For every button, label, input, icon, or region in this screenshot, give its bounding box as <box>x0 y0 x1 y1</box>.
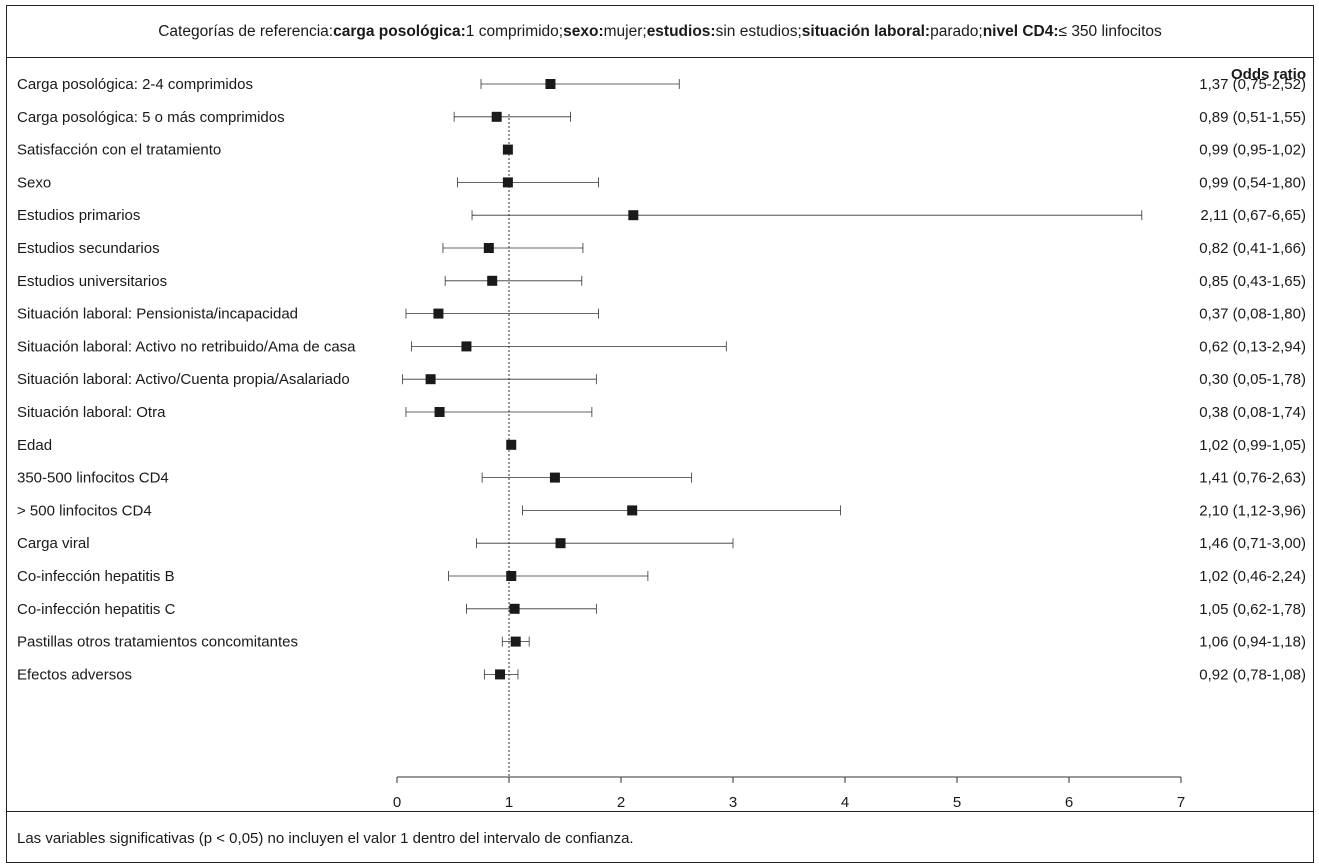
row-label: Situación laboral: Activo no retribuido/… <box>17 338 356 355</box>
row-label: Carga posológica: 2-4 comprimidos <box>17 76 253 93</box>
point-estimate <box>555 538 566 549</box>
point-estimate <box>506 571 517 581</box>
reference-categories-header: Categorías de referencia: carga posológi… <box>7 6 1313 58</box>
x-tick-label: 4 <box>841 794 849 811</box>
row-label: Estudios universitarios <box>17 273 167 290</box>
odds-ratio-column-header: Odds ratio <box>1231 66 1306 83</box>
row-label: > 500 linfocitos CD4 <box>17 502 152 519</box>
header-key: estudios: <box>646 22 716 40</box>
row-label: Carga posológica: 5 o más comprimidos <box>17 109 285 126</box>
x-tick-label: 6 <box>1065 794 1073 811</box>
forest-plot: Odds ratio Carga posológica: 2-4 comprimi… <box>17 66 1306 811</box>
odds-ratio-value: 1,06 (0,94-1,18) <box>1199 634 1306 651</box>
x-tick-label: 7 <box>1177 794 1185 811</box>
point-estimate <box>502 144 513 155</box>
odds-ratio-value: 0,92 (0,78-1,08) <box>1199 666 1306 683</box>
odds-ratio-value: 0,99 (0,95-1,02) <box>1199 142 1306 159</box>
odds-ratio-value: 0,37 (0,08-1,80) <box>1199 306 1306 323</box>
point-estimate <box>491 111 502 122</box>
odds-ratio-value: 0,89 (0,51-1,55) <box>1199 109 1306 126</box>
point-estimate <box>425 374 436 385</box>
header-value: mujer; <box>603 22 647 40</box>
row-label: Situación laboral: Otra <box>17 404 166 421</box>
row-label: Pastillas otros tratamientos concomitant… <box>17 634 298 651</box>
x-tick-label: 2 <box>617 794 625 811</box>
header-key: situación laboral: <box>801 22 931 40</box>
odds-ratio-value: 0,62 (0,13-2,94) <box>1199 338 1306 355</box>
odds-ratio-value: 1,37 (0,75-2,52) <box>1199 76 1306 93</box>
point-estimate <box>509 603 520 614</box>
point-estimate <box>433 308 444 319</box>
row-label: Satisfacción con el tratamiento <box>17 142 221 159</box>
row-label: Estudios secundarios <box>17 240 160 257</box>
point-estimate <box>628 210 639 221</box>
point-estimate <box>545 79 556 89</box>
row-label: 350-500 linfocitos CD4 <box>17 470 169 487</box>
point-estimate <box>506 439 517 450</box>
row-label: Estudios primarios <box>17 207 140 224</box>
header-value: 1 comprimido; <box>465 22 564 40</box>
row-label: Efectos adversos <box>17 666 132 683</box>
odds-ratio-value: 0,99 (0,54-1,80) <box>1199 174 1306 191</box>
point-estimate <box>483 243 494 253</box>
odds-ratio-value: 1,41 (0,76-2,63) <box>1199 470 1306 487</box>
header-prefix: Categorías de referencia: <box>158 22 334 40</box>
odds-ratio-value: 0,85 (0,43-1,65) <box>1199 273 1306 290</box>
header-value: sin estudios; <box>715 22 802 40</box>
x-tick-label: 3 <box>729 794 737 811</box>
header-key: carga posológica: <box>333 22 466 40</box>
odds-ratio-value: 1,02 (0,99-1,05) <box>1199 437 1306 454</box>
odds-ratio-value: 0,30 (0,05-1,78) <box>1199 371 1306 388</box>
row-label: Sexo <box>17 174 51 191</box>
odds-ratio-value: 1,46 (0,71-3,00) <box>1199 535 1306 552</box>
row-label: Co-infección hepatitis C <box>17 601 176 618</box>
x-tick-label: 5 <box>953 794 961 811</box>
point-estimate <box>510 636 521 647</box>
header-value: ≤ 350 linfocitos <box>1058 22 1162 40</box>
row-label: Co-infección hepatitis B <box>17 568 175 585</box>
significance-note: Las variables significativas (p < 0,05) … <box>7 811 1313 864</box>
row-label: Carga viral <box>17 535 90 552</box>
header-key: nivel CD4: <box>982 22 1059 40</box>
point-estimate <box>461 341 472 352</box>
odds-ratio-value: 1,02 (0,46-2,24) <box>1199 568 1306 585</box>
odds-ratio-value: 2,11 (0,67-6,65) <box>1200 207 1306 224</box>
odds-ratio-value: 0,82 (0,41-1,66) <box>1199 240 1306 257</box>
point-estimate <box>627 505 638 516</box>
point-estimate <box>434 407 445 417</box>
header-value: parado; <box>930 22 983 40</box>
point-estimate <box>549 472 560 483</box>
row-label: Situación laboral: Activo/Cuenta propia/… <box>17 371 350 388</box>
odds-ratio-value: 2,10 (1,12-3,96) <box>1199 502 1306 519</box>
row-label: Edad <box>17 437 52 454</box>
figure-frame: Categorías de referencia: carga posológi… <box>6 5 1314 863</box>
point-estimate <box>495 669 506 680</box>
x-tick-label: 0 <box>393 794 401 811</box>
point-estimate <box>487 275 498 286</box>
row-label: Situación laboral: Pensionista/incapacid… <box>17 306 298 323</box>
odds-ratio-value: 0,38 (0,08-1,74) <box>1199 404 1306 421</box>
header-key: sexo: <box>563 22 604 40</box>
x-tick-label: 1 <box>505 794 513 811</box>
odds-ratio-value: 1,05 (0,62-1,78) <box>1199 601 1306 618</box>
point-estimate <box>502 177 513 188</box>
